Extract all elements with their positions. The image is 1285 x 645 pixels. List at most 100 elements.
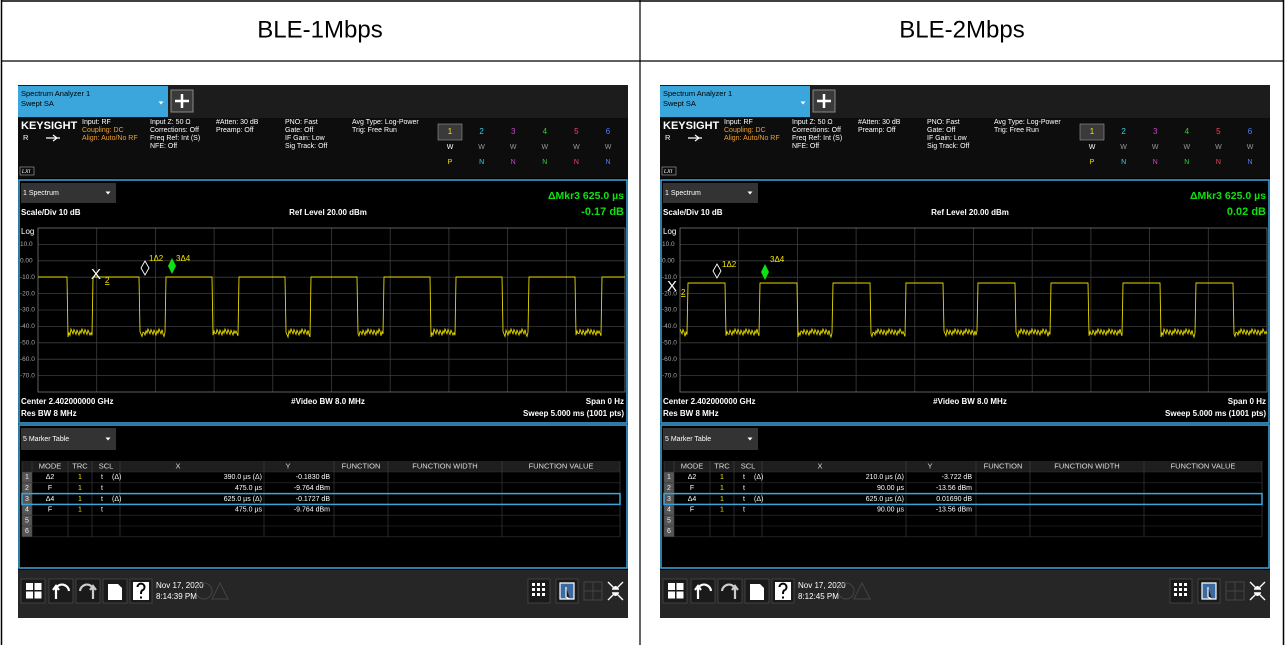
y-tick-label: -40.0 <box>20 323 35 330</box>
windows-button[interactable] <box>20 578 46 604</box>
windows-button[interactable] <box>662 578 688 604</box>
setting: Sig Track: Off <box>927 143 969 150</box>
row-number: 3 <box>667 496 671 503</box>
marker-scale: t <box>743 485 745 492</box>
table-column-header: FUNCTION WIDTH <box>1054 461 1119 470</box>
trace-detector: P <box>448 159 453 166</box>
tab-mode: Swept SA <box>21 99 54 108</box>
trace-type: W <box>478 144 485 151</box>
undo-button[interactable] <box>48 578 74 604</box>
marker-trace: 1 <box>78 485 82 492</box>
redo-button[interactable] <box>75 578 101 604</box>
analyzer-tab[interactable] <box>660 86 810 117</box>
faded-icon <box>837 582 855 600</box>
window-dropdown[interactable] <box>21 428 116 450</box>
trace-type: W <box>1183 144 1190 151</box>
marker-readout: ΔMkr3 625.0 µs <box>1190 190 1266 202</box>
setting: Freq Ref: Int (S) <box>150 135 200 142</box>
y-tick-label: -10.0 <box>662 274 677 281</box>
trace-type: W <box>447 144 454 151</box>
row-number: 1 <box>25 474 29 481</box>
setting: Preamp: Off <box>216 127 254 134</box>
table-column-header: Y <box>927 461 932 470</box>
marker-label: 3Δ4 <box>176 254 191 263</box>
trace-line <box>679 282 1268 339</box>
keypad-dot <box>537 588 540 591</box>
span: Span 0 Hz <box>1228 397 1266 406</box>
marker-scale: t <box>101 474 103 481</box>
undo-button[interactable] <box>690 578 716 604</box>
redo-button[interactable] <box>717 578 743 604</box>
setting: PNO: Fast <box>927 119 960 126</box>
keypad-dot <box>532 588 535 591</box>
setting: Gate: Off <box>285 127 313 134</box>
tab-title: Spectrum Analyzer 1 <box>21 89 90 98</box>
redo-icon <box>720 583 739 599</box>
setting: Trig: Free Run <box>352 127 397 134</box>
table-column-header: MODE <box>39 461 62 470</box>
marker-number: 2 <box>105 276 110 285</box>
setting: PNO: Fast <box>285 119 318 126</box>
keypad-dot <box>1179 593 1182 596</box>
y-tick-label: -10.0 <box>20 274 35 281</box>
trace-type: W <box>1089 144 1096 151</box>
row-number: 5 <box>667 517 671 524</box>
window-dropdown[interactable] <box>663 183 758 203</box>
info-bar <box>18 118 628 178</box>
trace-type: W <box>1152 144 1159 151</box>
dropdown-arrow <box>747 191 753 195</box>
setting: Input Z: 50 Ω <box>792 119 833 126</box>
input-line: Coupling: DC <box>724 127 766 134</box>
marker-mode: Δ4 <box>46 496 55 503</box>
marker-y: -9.764 dBm <box>294 507 330 514</box>
y-tick-label: -70.0 <box>662 372 677 379</box>
trace-number: 3 <box>1153 127 1158 136</box>
window-dropdown[interactable] <box>663 428 758 450</box>
plus-icon <box>175 94 189 108</box>
table-column-header: FUNCTION WIDTH <box>412 461 477 470</box>
file-icon <box>750 584 764 600</box>
keypad-dot <box>1174 588 1177 591</box>
keypad-dot <box>532 593 535 596</box>
keypad-dot <box>532 583 535 586</box>
collapse-icon <box>607 581 624 601</box>
faded-icon <box>195 582 213 600</box>
table-header-bg <box>22 461 620 472</box>
span: Span 0 Hz <box>586 397 624 406</box>
active-trace-box <box>437 123 463 141</box>
trace-type: W <box>573 144 580 151</box>
marker-scale: t <box>743 507 745 514</box>
setting: Corrections: Off <box>792 127 841 134</box>
analyzer-tab[interactable] <box>18 86 168 117</box>
setting: IF Gain: Low <box>927 135 968 142</box>
trace-detector: N <box>1184 159 1189 166</box>
setting: Input Z: 50 Ω <box>150 119 191 126</box>
dropdown-arrow <box>158 101 164 105</box>
trace-detector: P <box>1090 159 1095 166</box>
y-tick-label: -70.0 <box>20 372 35 379</box>
marker-mode: Δ2 <box>46 474 55 481</box>
table-column-header: X <box>817 461 822 470</box>
table-column-header: X <box>175 461 180 470</box>
trace-number: 5 <box>574 127 579 136</box>
trace-detector: N <box>511 159 516 166</box>
y-scale-mode: Log <box>663 227 676 236</box>
lxi-label: LXI <box>22 169 31 175</box>
marker-delta: (Δ) <box>112 496 121 503</box>
y-tick-label: 10.0 <box>662 241 675 248</box>
remote-indicator: R <box>665 133 671 142</box>
plot-frame <box>37 227 626 393</box>
table-column-header: FUNCTION VALUE <box>1171 461 1236 470</box>
marker-trace: 1 <box>720 507 724 514</box>
marker-readout-value: -0.17 dB <box>581 206 624 218</box>
table-header-bg <box>664 461 1262 472</box>
window-dropdown[interactable] <box>21 183 116 203</box>
sweep: Sweep 5.000 ms (1001 pts) <box>1165 409 1266 418</box>
marker-x: 90.00 µs <box>877 485 904 492</box>
marker-trace: 1 <box>78 474 82 481</box>
video-bw: #Video BW 8.0 MHz <box>933 397 1007 406</box>
windows-icon <box>26 583 42 599</box>
trace-type: W <box>510 144 517 151</box>
row-number: 2 <box>25 485 29 492</box>
